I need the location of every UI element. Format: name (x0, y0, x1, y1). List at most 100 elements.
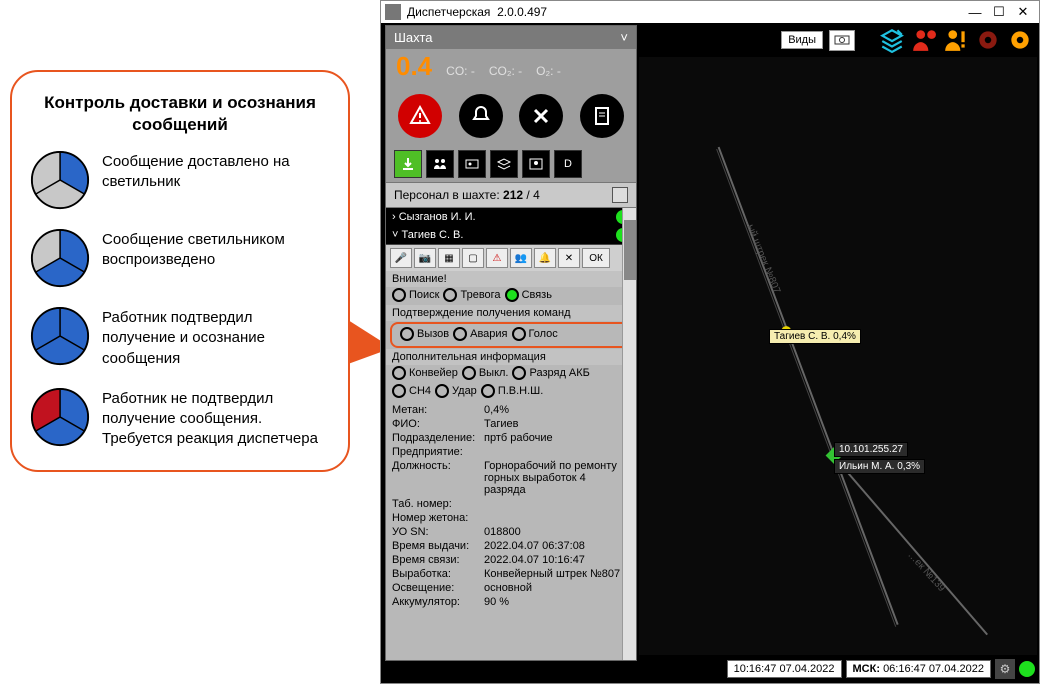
collapse-icon[interactable]: ˅ (620, 30, 628, 45)
tool-d[interactable]: D (554, 150, 582, 178)
opt-search[interactable]: Поиск (392, 288, 439, 302)
legend-row: Сообщение светильником воспроизведено (30, 228, 330, 288)
personnel-list: › Сызганов И. И. ˅ Тагиев С. В. 🎤 📷 ▦ ▢ … (386, 208, 636, 660)
person-row-collapsed[interactable]: › Сызганов И. И. (386, 208, 636, 226)
attention-options: Поиск Тревога Связь (386, 287, 636, 305)
personnel-count: 212 (503, 188, 523, 202)
personnel-expand-button[interactable] (612, 187, 628, 203)
pt-grid-icon[interactable]: ▦ (438, 248, 460, 268)
camera-button[interactable] (829, 30, 855, 51)
layers-icon[interactable] (879, 27, 905, 53)
camera-icon (834, 33, 850, 45)
tool-card[interactable] (522, 150, 550, 178)
legend-pie-icon (30, 150, 90, 210)
app-version: 2.0.0.497 (497, 5, 547, 19)
log-button[interactable] (580, 94, 624, 138)
opt-battery[interactable]: Разряд АКБ (512, 366, 589, 380)
pt-group-icon[interactable]: 👥 (510, 248, 532, 268)
legend-title: Контроль доставки и осознания сообщений (30, 92, 330, 136)
confirm-options: Вызов Авария Голос (394, 326, 628, 344)
app-window: Диспетчерская 2.0.0.497 — ☐ ✕ Виды Шахта… (380, 0, 1040, 684)
addinfo-options-2: CH4 Удар П.В.Н.Ш. (386, 383, 636, 401)
views-button[interactable]: Виды (781, 31, 823, 49)
gas-row: 0.4 CO: - CO₂: - O₂: - (386, 49, 636, 86)
section-confirm: Подтверждение получения команд (386, 305, 636, 321)
gas-co: CO: - (446, 64, 475, 78)
legend-text: Сообщение доставлено на светильник (102, 150, 330, 193)
person-warn-icon[interactable] (943, 27, 969, 53)
personnel-label: Персонал в шахте: (394, 188, 500, 202)
map-view[interactable]: …ый штрек №807 …ек №139 Тагиев С. В. 0,4… (639, 57, 1037, 655)
opt-ch4[interactable]: CH4 (392, 384, 431, 398)
map-tag-person[interactable]: Тагиев С. В. 0,4% (769, 329, 861, 344)
panel-title: Шахта (394, 30, 433, 45)
titlebar: Диспетчерская 2.0.0.497 — ☐ ✕ (381, 1, 1039, 23)
maximize-button[interactable]: ☐ (987, 4, 1011, 20)
opt-pvnsh[interactable]: П.В.Н.Ш. (481, 384, 544, 398)
tool-download[interactable] (394, 150, 422, 178)
map-tag-person-2[interactable]: Ильин М. А. 0,3% (834, 459, 925, 474)
section-attention: Внимание! (386, 271, 636, 287)
map-tag-ip[interactable]: 10.101.255.27 (834, 442, 908, 457)
bell-button[interactable] (459, 94, 503, 138)
pt-bell-icon[interactable]: 🔔 (534, 248, 556, 268)
tool-people[interactable] (426, 150, 454, 178)
pt-box-icon[interactable]: ▢ (462, 248, 484, 268)
legend-text: Сообщение светильником воспроизведено (102, 228, 330, 271)
list-scrollbar[interactable] (622, 208, 636, 660)
pt-close-icon[interactable]: ✕ (558, 248, 580, 268)
pt-ok-button[interactable]: ОК (582, 248, 610, 268)
legend-text: Работник подтвердил получение и осознани… (102, 306, 330, 369)
big-button-row (386, 86, 636, 146)
person-alert-icon[interactable] (911, 27, 937, 53)
person-toolbar: 🎤 📷 ▦ ▢ ⚠ 👥 🔔 ✕ ОК (386, 245, 636, 271)
opt-crash[interactable]: Авария (453, 327, 507, 341)
status-msk-time: МСК: 06:16:47 07.04.2022 (846, 660, 991, 678)
opt-conveyor[interactable]: Конвейер (392, 366, 458, 380)
legend-pie-icon (30, 387, 90, 447)
gear-orange-icon[interactable] (1007, 27, 1033, 53)
opt-alarm[interactable]: Тревога (443, 288, 500, 302)
status-connection-dot (1019, 661, 1035, 677)
gear-dark-icon[interactable] (975, 27, 1001, 53)
person-name: ˅ Тагиев С. В. (392, 229, 463, 241)
tool-id[interactable] (458, 150, 486, 178)
person-name: › Сызганов И. И. (392, 211, 476, 223)
gas-co2: CO₂: - (489, 64, 522, 78)
opt-hit[interactable]: Удар (435, 384, 477, 398)
info-grid: Метан:0,4% ФИО:Тагиев Подразделение:пртб… (386, 401, 636, 611)
opt-voice[interactable]: Голос (512, 327, 558, 341)
close-button[interactable]: ✕ (1011, 4, 1035, 20)
opt-off[interactable]: Выкл. (462, 366, 509, 380)
addinfo-options: Конвейер Выкл. Разряд АКБ (386, 365, 636, 383)
track-label: …ый штрек №807 (741, 214, 783, 296)
section-addinfo: Дополнительная информация (386, 349, 636, 365)
pt-mic-icon[interactable]: 🎤 (390, 248, 412, 268)
pt-warn-icon[interactable]: ⚠ (486, 248, 508, 268)
tool-layers[interactable] (490, 150, 518, 178)
track-label-2: …ек №139 (905, 550, 947, 595)
gas-o2: O₂: - (536, 64, 561, 78)
legend-row: Работник не подтвердил получение сообщен… (30, 387, 330, 450)
panel-header: Шахта ˅ (386, 26, 636, 49)
app-name: Диспетчерская (407, 5, 490, 19)
status-settings-button[interactable]: ⚙ (995, 659, 1015, 679)
legend-callout: Контроль доставки и осознания сообщений … (10, 70, 350, 472)
alarm-button[interactable] (398, 94, 442, 138)
legend-row: Работник подтвердил получение и осознани… (30, 306, 330, 369)
opt-call[interactable]: Вызов (400, 327, 449, 341)
legend-text: Работник не подтвердил получение сообщен… (102, 387, 330, 450)
app-icon (385, 4, 401, 20)
person-row-expanded[interactable]: ˅ Тагиев С. В. (386, 226, 636, 245)
highlighted-confirm-box: Вызов Авария Голос (390, 322, 632, 348)
legend-pie-icon (30, 306, 90, 366)
gas-main-value: 0.4 (396, 51, 432, 82)
cancel-button[interactable] (519, 94, 563, 138)
minimize-button[interactable]: — (963, 5, 987, 20)
side-panel: Шахта ˅ 0.4 CO: - CO₂: - O₂: - D Персонал… (385, 25, 637, 661)
scrollbar-thumb[interactable] (624, 220, 636, 280)
legend-row: Сообщение доставлено на светильник (30, 150, 330, 210)
pt-camera-icon[interactable]: 📷 (414, 248, 436, 268)
opt-connection[interactable]: Связь (505, 288, 552, 302)
legend-pie-icon (30, 228, 90, 288)
